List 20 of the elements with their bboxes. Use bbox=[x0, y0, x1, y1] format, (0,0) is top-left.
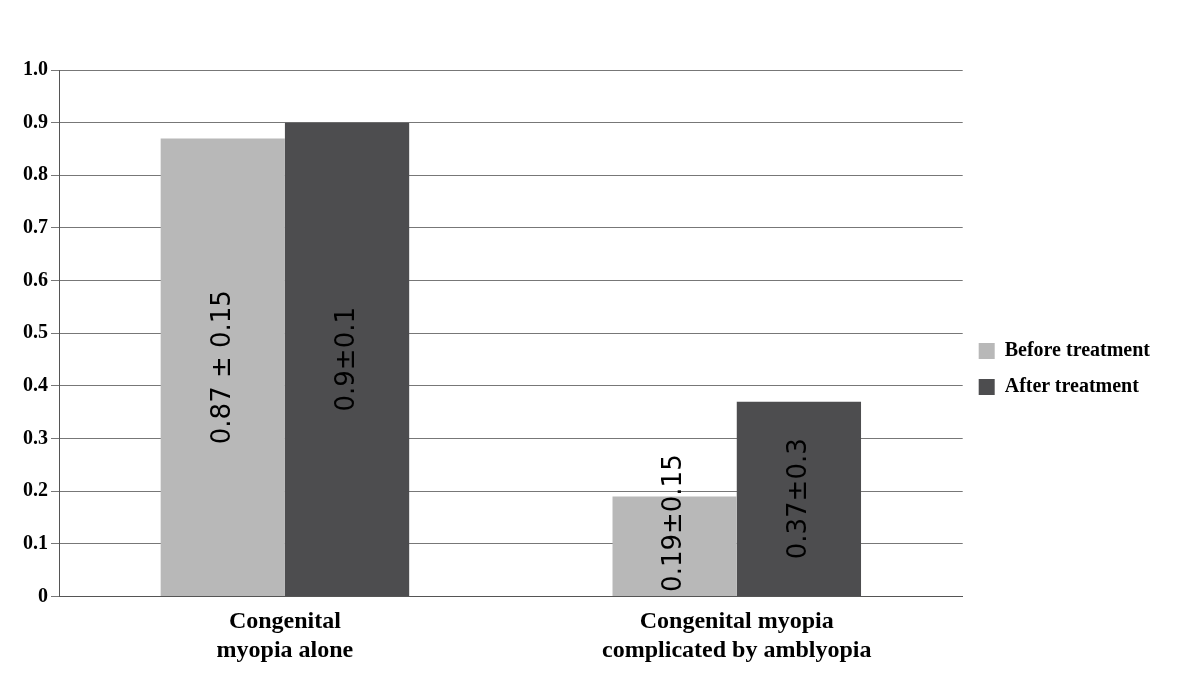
data-label: 0.19±0.15 bbox=[657, 454, 688, 592]
data-label: 0.37±0.3 bbox=[781, 438, 812, 560]
y-tick-label: 0.2 bbox=[23, 478, 48, 501]
x-tick-label: Congenital myopia complicated by amblyopia bbox=[602, 607, 872, 662]
x-tick-label: Congenital myopia alone bbox=[216, 607, 354, 662]
bar bbox=[160, 138, 285, 596]
data-label: 0.87 ± 0.15 bbox=[205, 290, 236, 445]
y-tick-label: 0 bbox=[38, 583, 48, 606]
y-tick-label: 0.3 bbox=[23, 425, 48, 448]
data-label: 0.9±0.1 bbox=[329, 307, 360, 412]
legend-label: Before treatment bbox=[1004, 338, 1151, 361]
y-tick-label: 0.8 bbox=[23, 162, 48, 185]
y-tick-label: 0.7 bbox=[23, 215, 48, 238]
y-tick-label: 1.0 bbox=[23, 57, 48, 80]
y-tick-label: 0.1 bbox=[23, 530, 48, 553]
y-tick-label: 0.6 bbox=[23, 267, 48, 290]
y-tick-label: 0.5 bbox=[23, 320, 48, 343]
y-tick-label: 0.9 bbox=[23, 109, 48, 132]
y-tick-label: 0.4 bbox=[23, 373, 48, 396]
legend-label: After treatment bbox=[1004, 374, 1140, 397]
